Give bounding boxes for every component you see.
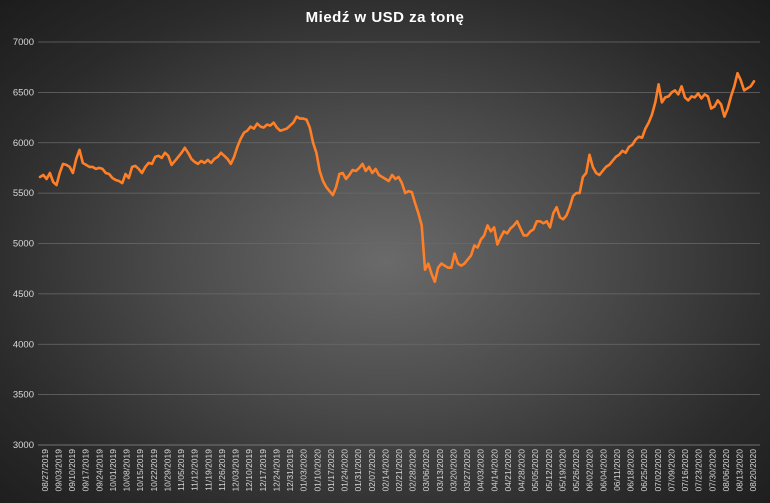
x-tick-label: 03/20/2020 (448, 449, 458, 492)
x-tick-label: 01/03/2020 (299, 449, 309, 492)
y-tick-label: 5000 (13, 239, 34, 250)
x-tick-label: 04/03/2020 (476, 449, 486, 492)
x-tick-label: 02/28/2020 (408, 449, 418, 492)
x-tick-label: 11/26/2019 (217, 449, 227, 491)
y-tick-label: 3000 (13, 440, 34, 451)
y-tick-label: 4000 (13, 339, 34, 350)
y-tick-label: 6000 (13, 138, 34, 149)
x-tick-label: 04/14/2020 (489, 449, 499, 492)
x-tick-label: 01/10/2020 (312, 449, 322, 492)
x-tick-label: 12/10/2019 (244, 449, 254, 492)
x-tick-label: 06/04/2020 (598, 449, 608, 492)
x-tick-label: 10/22/2019 (149, 449, 159, 492)
x-tick-label: 07/02/2020 (653, 449, 663, 492)
x-tick-label: 03/27/2020 (462, 449, 472, 492)
x-tick-label: 10/29/2019 (162, 449, 172, 492)
y-tick-label: 6500 (13, 87, 34, 98)
y-tick-label: 5500 (13, 188, 34, 199)
x-tick-label: 09/17/2019 (81, 449, 91, 492)
chart-title: Miedź w USD za tonę (305, 9, 465, 26)
x-tick-label: 12/24/2019 (271, 449, 281, 492)
x-tick-label: 09/03/2019 (53, 449, 63, 492)
x-tick-label: 04/28/2020 (517, 449, 527, 492)
x-tick-label: 10/15/2019 (135, 449, 145, 492)
x-tick-label: 12/17/2019 (258, 449, 268, 492)
x-tick-label: 08/06/2020 (721, 449, 731, 492)
x-tick-label: 01/17/2020 (326, 449, 336, 492)
x-tick-label: 05/05/2020 (530, 449, 540, 492)
series-line (38, 71, 756, 284)
y-tick-label: 4500 (13, 289, 34, 300)
x-tick-label: 02/21/2020 (394, 449, 404, 492)
x-tick-label: 09/10/2019 (67, 449, 77, 492)
x-axis-ticks: 08/27/2019 09/03/2019 09/10/2019 09/17/2019… (40, 449, 758, 492)
x-tick-label: 05/19/2020 (557, 449, 567, 492)
x-tick-label: 11/05/2019 (176, 449, 186, 491)
x-tick-label: 08/27/2019 (40, 449, 50, 492)
x-tick-label: 06/11/2020 (612, 449, 622, 491)
x-tick-label: 02/14/2020 (380, 449, 390, 492)
x-tick-label: 01/31/2020 (353, 449, 363, 492)
x-tick-label: 06/02/2020 (585, 449, 595, 492)
x-tick-label: 11/19/2019 (203, 449, 213, 491)
x-tick-label: 05/26/2020 (571, 449, 581, 492)
x-tick-label: 02/07/2020 (367, 449, 377, 492)
x-tick-label: 07/23/2020 (694, 449, 704, 492)
x-tick-label: 07/09/2020 (666, 449, 676, 492)
x-tick-label: 11/12/2019 (190, 449, 200, 491)
gridlines (38, 41, 760, 446)
x-tick-label: 10/01/2019 (108, 449, 118, 492)
x-tick-label: 10/08/2019 (122, 449, 132, 492)
y-axis-ticks: 3000 3500 4000 4500 5000 5500 6000 6500 7000 (13, 37, 34, 451)
x-tick-label: 06/25/2020 (639, 449, 649, 492)
y-tick-label: 3500 (13, 390, 34, 401)
x-tick-label: 03/06/2020 (421, 449, 431, 492)
x-tick-label: 05/12/2020 (544, 449, 554, 492)
x-tick-label: 01/24/2020 (340, 449, 350, 492)
x-tick-label: 08/13/2020 (735, 449, 745, 492)
series-layer (38, 71, 756, 284)
x-tick-label: 08/20/2020 (748, 449, 758, 492)
x-tick-label: 12/03/2019 (231, 449, 241, 492)
x-tick-label: 07/16/2020 (680, 449, 690, 492)
x-tick-label: 07/30/2020 (707, 449, 717, 492)
x-tick-label: 03/13/2020 (435, 449, 445, 492)
y-tick-label: 7000 (13, 37, 34, 48)
x-tick-label: 09/24/2019 (94, 449, 104, 492)
x-tick-label: 12/31/2019 (285, 449, 295, 492)
x-tick-label: 06/18/2020 (626, 449, 636, 492)
x-tick-label: 04/21/2020 (503, 449, 513, 492)
